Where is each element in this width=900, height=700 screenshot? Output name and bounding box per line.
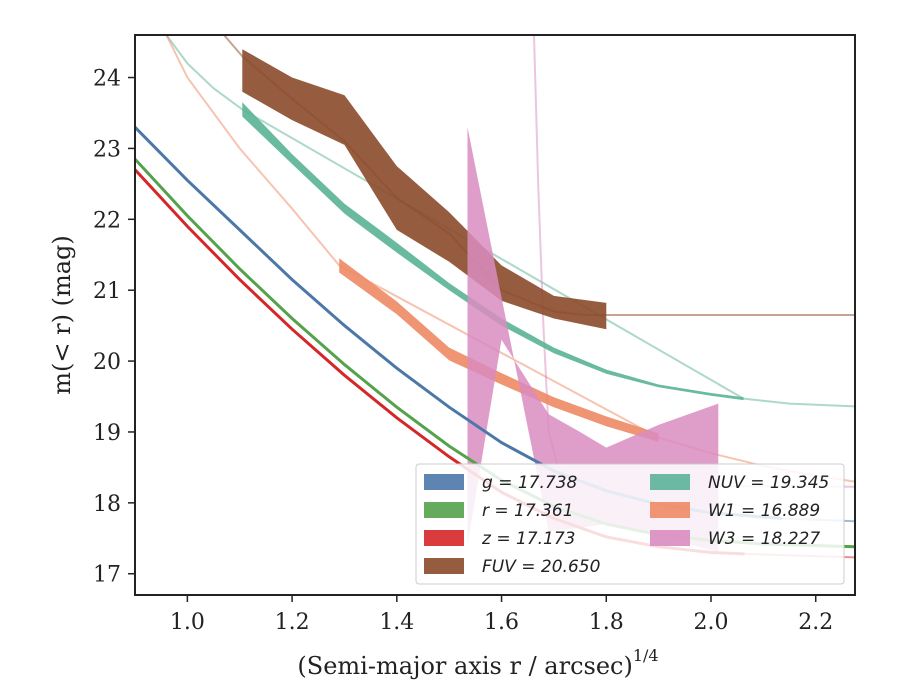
y-axis-title: m(< r) (mag) (48, 235, 76, 394)
legend-label-r: r = 17.361 (482, 501, 574, 521)
y-tick-label: 23 (93, 137, 121, 162)
y-tick-label: 24 (93, 67, 121, 92)
x-tick-label: 1.8 (589, 610, 624, 635)
series-w1-band (339, 258, 659, 442)
x-tick-label: 1.6 (484, 610, 519, 635)
legend: g = 17.738 NUV = 19.345 r = 17.361 W1 = 16.… (415, 463, 845, 585)
legend-swatch-nuv (650, 474, 690, 490)
x-tick-label: 1.0 (170, 610, 205, 635)
legend-swatch-z (424, 530, 464, 546)
legend-swatch-fuv (424, 558, 464, 574)
y-tick-label: 21 (93, 279, 121, 304)
y-tick-label: 17 (93, 563, 121, 588)
x-tick-label: 2.0 (694, 610, 729, 635)
legend-label-g: g = 17.738 (482, 473, 578, 493)
x-axis: 1.0 1.2 1.4 1.6 1.8 2.0 2.2 (170, 595, 833, 635)
y-axis: 17 18 19 20 21 22 23 24 (93, 67, 135, 588)
legend-label-fuv: FUV = 20.650 (482, 557, 600, 577)
x-axis-power: 1/4 (633, 646, 659, 665)
plot-frame (134, 34, 856, 596)
series-fuv-band (242, 49, 607, 330)
legend-swatch-r (424, 502, 464, 518)
y-tick-label: 18 (93, 492, 121, 517)
x-axis-title: (Semi-major axis r / arcsec)1/4 (297, 646, 658, 680)
legend-swatch-w1 (650, 502, 690, 518)
series-w3-band (467, 127, 719, 553)
legend-swatch-w3 (650, 530, 690, 546)
x-tick-label: 2.2 (798, 610, 833, 635)
series-fuv-fit-line (223, 35, 855, 316)
y-tick-label: 20 (93, 350, 121, 375)
y-tick-label: 19 (93, 421, 121, 446)
legend-label-nuv: NUV = 19.345 (708, 473, 829, 493)
legend-label-w3: W3 = 18.227 (708, 529, 820, 549)
legend-swatch-g (424, 474, 464, 490)
y-tick-label: 22 (93, 208, 121, 233)
x-tick-label: 1.2 (275, 610, 310, 635)
x-axis-label: (Semi-major axis r / arcsec) (297, 652, 632, 680)
legend-label-z: z = 17.173 (481, 529, 575, 549)
legend-frame (415, 463, 845, 585)
x-tick-label: 1.4 (379, 610, 414, 635)
legend-label-w1: W1 = 16.889 (708, 501, 820, 521)
